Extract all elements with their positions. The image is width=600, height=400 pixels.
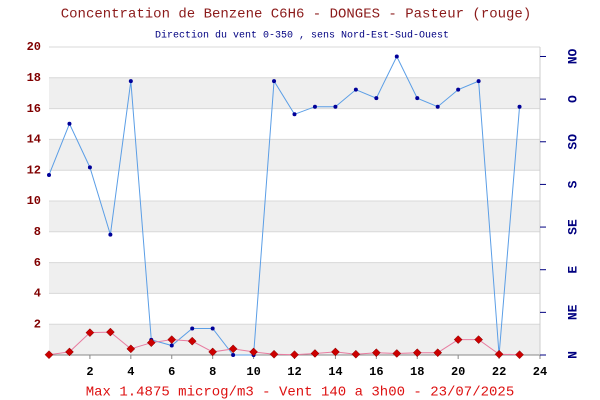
point [85, 328, 95, 338]
x-tick-label: 4 [127, 365, 134, 379]
y-tick-label: 16 [27, 102, 41, 116]
y2-tick-label: SE [565, 219, 580, 235]
y2-tick-label: SO [565, 134, 580, 150]
point [106, 327, 115, 337]
point [310, 349, 320, 358]
grid-band [49, 262, 540, 294]
x-tick-label: 6 [168, 365, 175, 379]
point [108, 232, 113, 237]
y-tick-label: 14 [27, 133, 41, 147]
point [456, 87, 461, 92]
y-tick-label: 12 [27, 163, 41, 177]
point [312, 104, 317, 109]
y-tick-label: 10 [27, 194, 41, 208]
y2-tick-label: S [565, 180, 580, 188]
point [128, 79, 133, 84]
point [290, 350, 299, 360]
point [126, 344, 136, 354]
y-tick-label: 2 [34, 317, 41, 331]
point [371, 348, 381, 358]
point [190, 326, 195, 331]
point [374, 96, 379, 101]
point [231, 353, 236, 357]
point [210, 326, 215, 331]
point [453, 335, 463, 344]
x-tick-label: 10 [246, 365, 260, 379]
point [517, 104, 522, 109]
y-tick-label: 18 [27, 71, 41, 85]
point [65, 347, 74, 357]
point [187, 336, 197, 346]
point [394, 54, 399, 59]
series-line [48, 331, 520, 356]
y2-tick-label: NE [565, 304, 580, 320]
point [272, 79, 277, 84]
point [435, 104, 440, 109]
point [167, 335, 177, 344]
point [331, 347, 340, 357]
x-tick-label: 18 [410, 365, 424, 379]
point [433, 348, 443, 358]
chart-title: Concentration de Benzene C6H6 - DONGES -… [61, 7, 531, 23]
x-tick-label: 8 [209, 365, 216, 379]
chart-subtitle: Direction du vent 0-350 , sens Nord-Est-… [155, 30, 449, 42]
y2-tick-label: E [565, 266, 580, 274]
point [351, 349, 361, 359]
x-tick-label: 2 [86, 365, 93, 379]
point [392, 349, 402, 358]
x-tick-label: 16 [369, 365, 383, 379]
series-line [48, 55, 521, 356]
point [169, 343, 174, 348]
y2-tick-label: NO [565, 48, 580, 64]
point [146, 338, 156, 348]
point [476, 79, 481, 84]
point [412, 348, 422, 358]
y2-tick-label: N [565, 351, 580, 359]
grid-band [49, 139, 540, 171]
point [269, 349, 279, 359]
y-tick-label: 6 [34, 256, 41, 270]
point [249, 347, 258, 357]
y2-tick-label: O [565, 95, 580, 103]
grid-band [49, 77, 540, 109]
point [515, 350, 524, 360]
point [333, 104, 338, 109]
y-tick-label: 20 [27, 40, 41, 54]
point [228, 344, 238, 354]
y-tick-label: 4 [34, 287, 41, 301]
point [494, 349, 504, 359]
point [292, 112, 297, 117]
x-tick-label: 12 [287, 365, 301, 379]
point [47, 172, 51, 177]
point [87, 165, 92, 170]
grid-band [49, 201, 540, 232]
y-tick-label: 8 [34, 225, 41, 239]
point [208, 347, 218, 357]
point [67, 121, 72, 126]
x-tick-label: 24 [533, 365, 547, 379]
x-tick-label: 22 [492, 365, 506, 379]
point [353, 87, 358, 92]
point [415, 96, 420, 101]
annotation: Max 1.4875 microg/m3 - Vent 140 a 3h00 -… [86, 385, 514, 400]
x-tick-label: 14 [328, 365, 342, 379]
point [474, 335, 483, 344]
x-tick-label: 20 [451, 365, 465, 379]
point [44, 350, 54, 360]
